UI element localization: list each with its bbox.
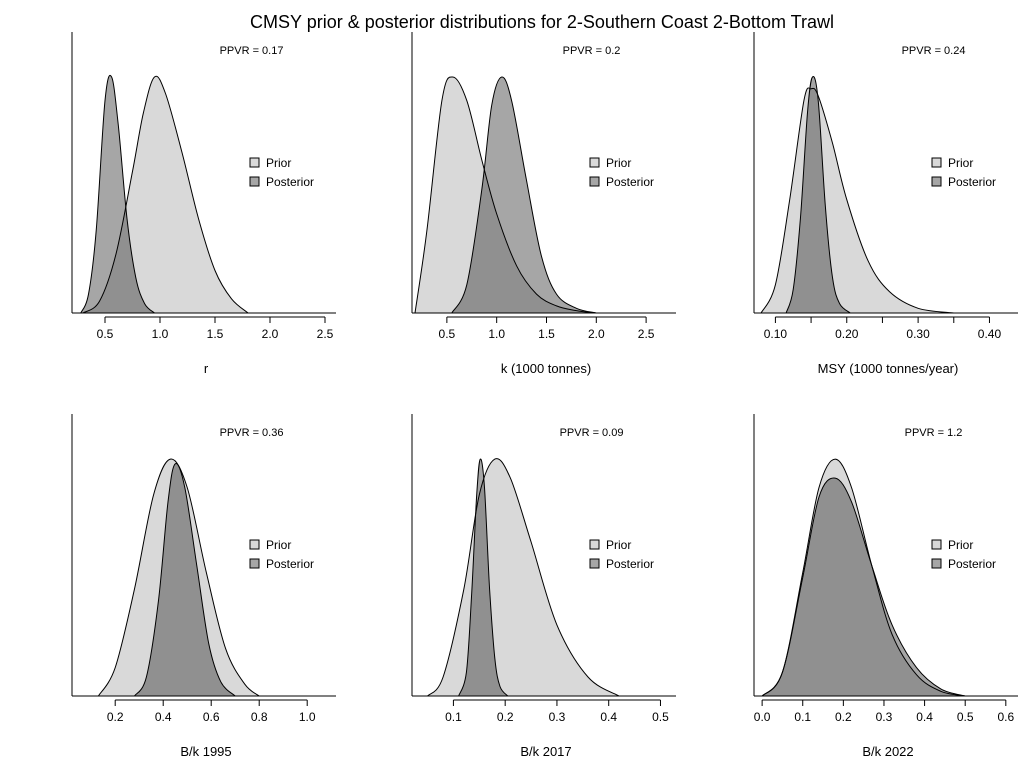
panel-6: 0.0 0.1 0.2 0.3 0.4 0.5 0.6 B/k 2022 PPVR = 1.2 P…: [753, 414, 1018, 759]
panel-2: 0.5 1.0 1.5 2.0 2.5 k (1000 tonnes) PPVR = 0.2…: [411, 32, 676, 376]
x-tick-label: 0.20: [835, 327, 859, 341]
x-axis-label: B/k 2017: [520, 744, 571, 759]
posterior-density-curve: [80, 74, 155, 314]
legend-posterior-label: Posterior: [266, 557, 314, 571]
legend-posterior-swatch: [589, 558, 600, 569]
legend-posterior-label: Posterior: [606, 557, 654, 571]
ppvr-label: PPVR = 0.2: [563, 45, 621, 57]
x-tick-label: 0.2: [835, 710, 852, 724]
x-tick-label: 0.2: [107, 710, 124, 724]
ppvr-label: PPVR = 0.24: [902, 45, 966, 57]
overlap-fill: [458, 458, 508, 696]
overlap-fill: [134, 463, 236, 696]
x-axis-label: r: [204, 361, 209, 376]
x-tick-label: 0.5: [97, 327, 114, 341]
x-tick-label: 2.5: [317, 327, 334, 341]
x-tick-label: 0.1: [794, 710, 811, 724]
x-tick-label: 0.30: [906, 327, 930, 341]
x-tick-label: 1.5: [207, 327, 224, 341]
prior-density-curve: [82, 75, 249, 314]
x-tick-label: 0.5: [652, 710, 669, 724]
legend-prior-swatch: [931, 539, 942, 550]
legend-prior-label: Prior: [606, 156, 631, 170]
x-axis-label: k (1000 tonnes): [501, 361, 591, 376]
prior-density-curve: [427, 458, 620, 697]
x-tick-label: 0.4: [600, 710, 617, 724]
x-tick-label: 0.5: [957, 710, 974, 724]
prior-density-curve: [761, 458, 966, 697]
ppvr-label: PPVR = 1.2: [905, 427, 963, 439]
posterior-density-curve: [785, 76, 851, 314]
posterior-density-curve: [458, 458, 509, 697]
prior-density-curve: [414, 76, 597, 314]
legend-posterior-label: Posterior: [266, 175, 314, 189]
ppvr-label: PPVR = 0.09: [560, 427, 624, 439]
prior-density-fill: [427, 458, 620, 696]
x-tick-label: 0.4: [916, 710, 933, 724]
x-axis-label: B/k 2022: [862, 744, 913, 759]
x-tick-label: 1.5: [538, 327, 555, 341]
posterior-density-fill: [80, 75, 155, 313]
x-tick-label: 0.2: [497, 710, 514, 724]
x-tick-label: 0.6: [997, 710, 1014, 724]
legend-posterior-label: Posterior: [606, 175, 654, 189]
legend-posterior-swatch: [931, 558, 942, 569]
x-tick-label: 1.0: [488, 327, 505, 341]
x-tick-label: 0.8: [251, 710, 268, 724]
x-axis-label: B/k 1995: [180, 744, 231, 759]
posterior-density-curve: [451, 76, 597, 314]
legend-posterior-swatch: [931, 176, 942, 187]
legend-prior-label: Prior: [606, 538, 631, 552]
x-tick-label: 0.6: [203, 710, 220, 724]
overlap-fill: [786, 87, 851, 313]
x-axis-label: MSY (1000 tonnes/year): [818, 361, 959, 376]
legend-prior-swatch: [589, 539, 600, 550]
x-tick-label: 2.0: [262, 327, 279, 341]
ppvr-label: PPVR = 0.17: [220, 45, 284, 57]
x-tick-label: 0.10: [764, 327, 788, 341]
legend-posterior-swatch: [249, 176, 260, 187]
legend-prior-label: Prior: [948, 156, 973, 170]
x-tick-label: 0.4: [155, 710, 172, 724]
figure-title: CMSY prior & posterior distributions for…: [250, 12, 834, 32]
x-tick-label: 0.0: [754, 710, 771, 724]
x-tick-label: 0.40: [978, 327, 1002, 341]
x-tick-label: 0.3: [876, 710, 893, 724]
x-tick-label: 1.0: [152, 327, 169, 341]
legend-prior-swatch: [249, 539, 260, 550]
ppvr-label: PPVR = 0.36: [220, 427, 284, 439]
legend-posterior-swatch: [249, 558, 260, 569]
prior-density-curve: [760, 87, 954, 314]
x-tick-label: 2.5: [638, 327, 655, 341]
panel-4: 0.2 0.4 0.6 0.8 1.0 B/k 1995 PPVR = 0.36 Prior P…: [71, 414, 336, 759]
panel-1: 0.5 1.0 1.5 2.0 2.5 r PPVR = 0.17 Prior Posterio…: [71, 32, 336, 376]
legend-prior-label: Prior: [948, 538, 973, 552]
legend-prior-label: Prior: [266, 156, 291, 170]
x-tick-label: 0.5: [439, 327, 456, 341]
posterior-density-curve: [761, 477, 966, 697]
x-tick-label: 0.3: [549, 710, 566, 724]
legend-prior-swatch: [589, 157, 600, 168]
prior-density-fill: [415, 76, 597, 314]
overlap-fill: [762, 477, 966, 696]
legend-posterior-swatch: [589, 176, 600, 187]
posterior-density-curve: [133, 463, 236, 697]
legend-posterior-label: Posterior: [948, 557, 996, 571]
x-tick-label: 1.0: [299, 710, 316, 724]
legend-posterior-label: Posterior: [948, 175, 996, 189]
panel-3: 0.10 0.20 0.30 0.40 MSY (1000 tonnes/year) PP…: [753, 32, 1018, 376]
x-tick-label: 0.1: [445, 710, 462, 724]
panel-5: 0.1 0.2 0.3 0.4 0.5 B/k 2017 PPVR = 0.09 Prior P…: [411, 414, 676, 759]
legend-prior-label: Prior: [266, 538, 291, 552]
x-tick-label: 2.0: [588, 327, 605, 341]
legend-prior-swatch: [931, 157, 942, 168]
legend-prior-swatch: [249, 157, 260, 168]
